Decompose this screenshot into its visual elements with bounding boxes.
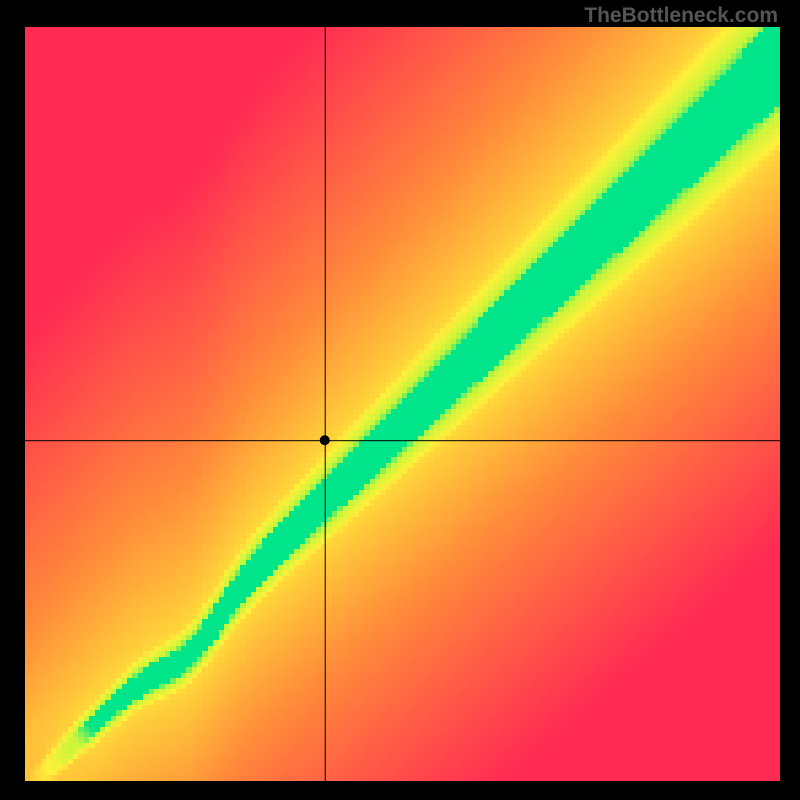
heatmap-plot	[25, 27, 780, 781]
heatmap-canvas	[25, 27, 780, 781]
chart-container: TheBottleneck.com	[0, 0, 800, 800]
watermark-text: TheBottleneck.com	[584, 4, 778, 28]
